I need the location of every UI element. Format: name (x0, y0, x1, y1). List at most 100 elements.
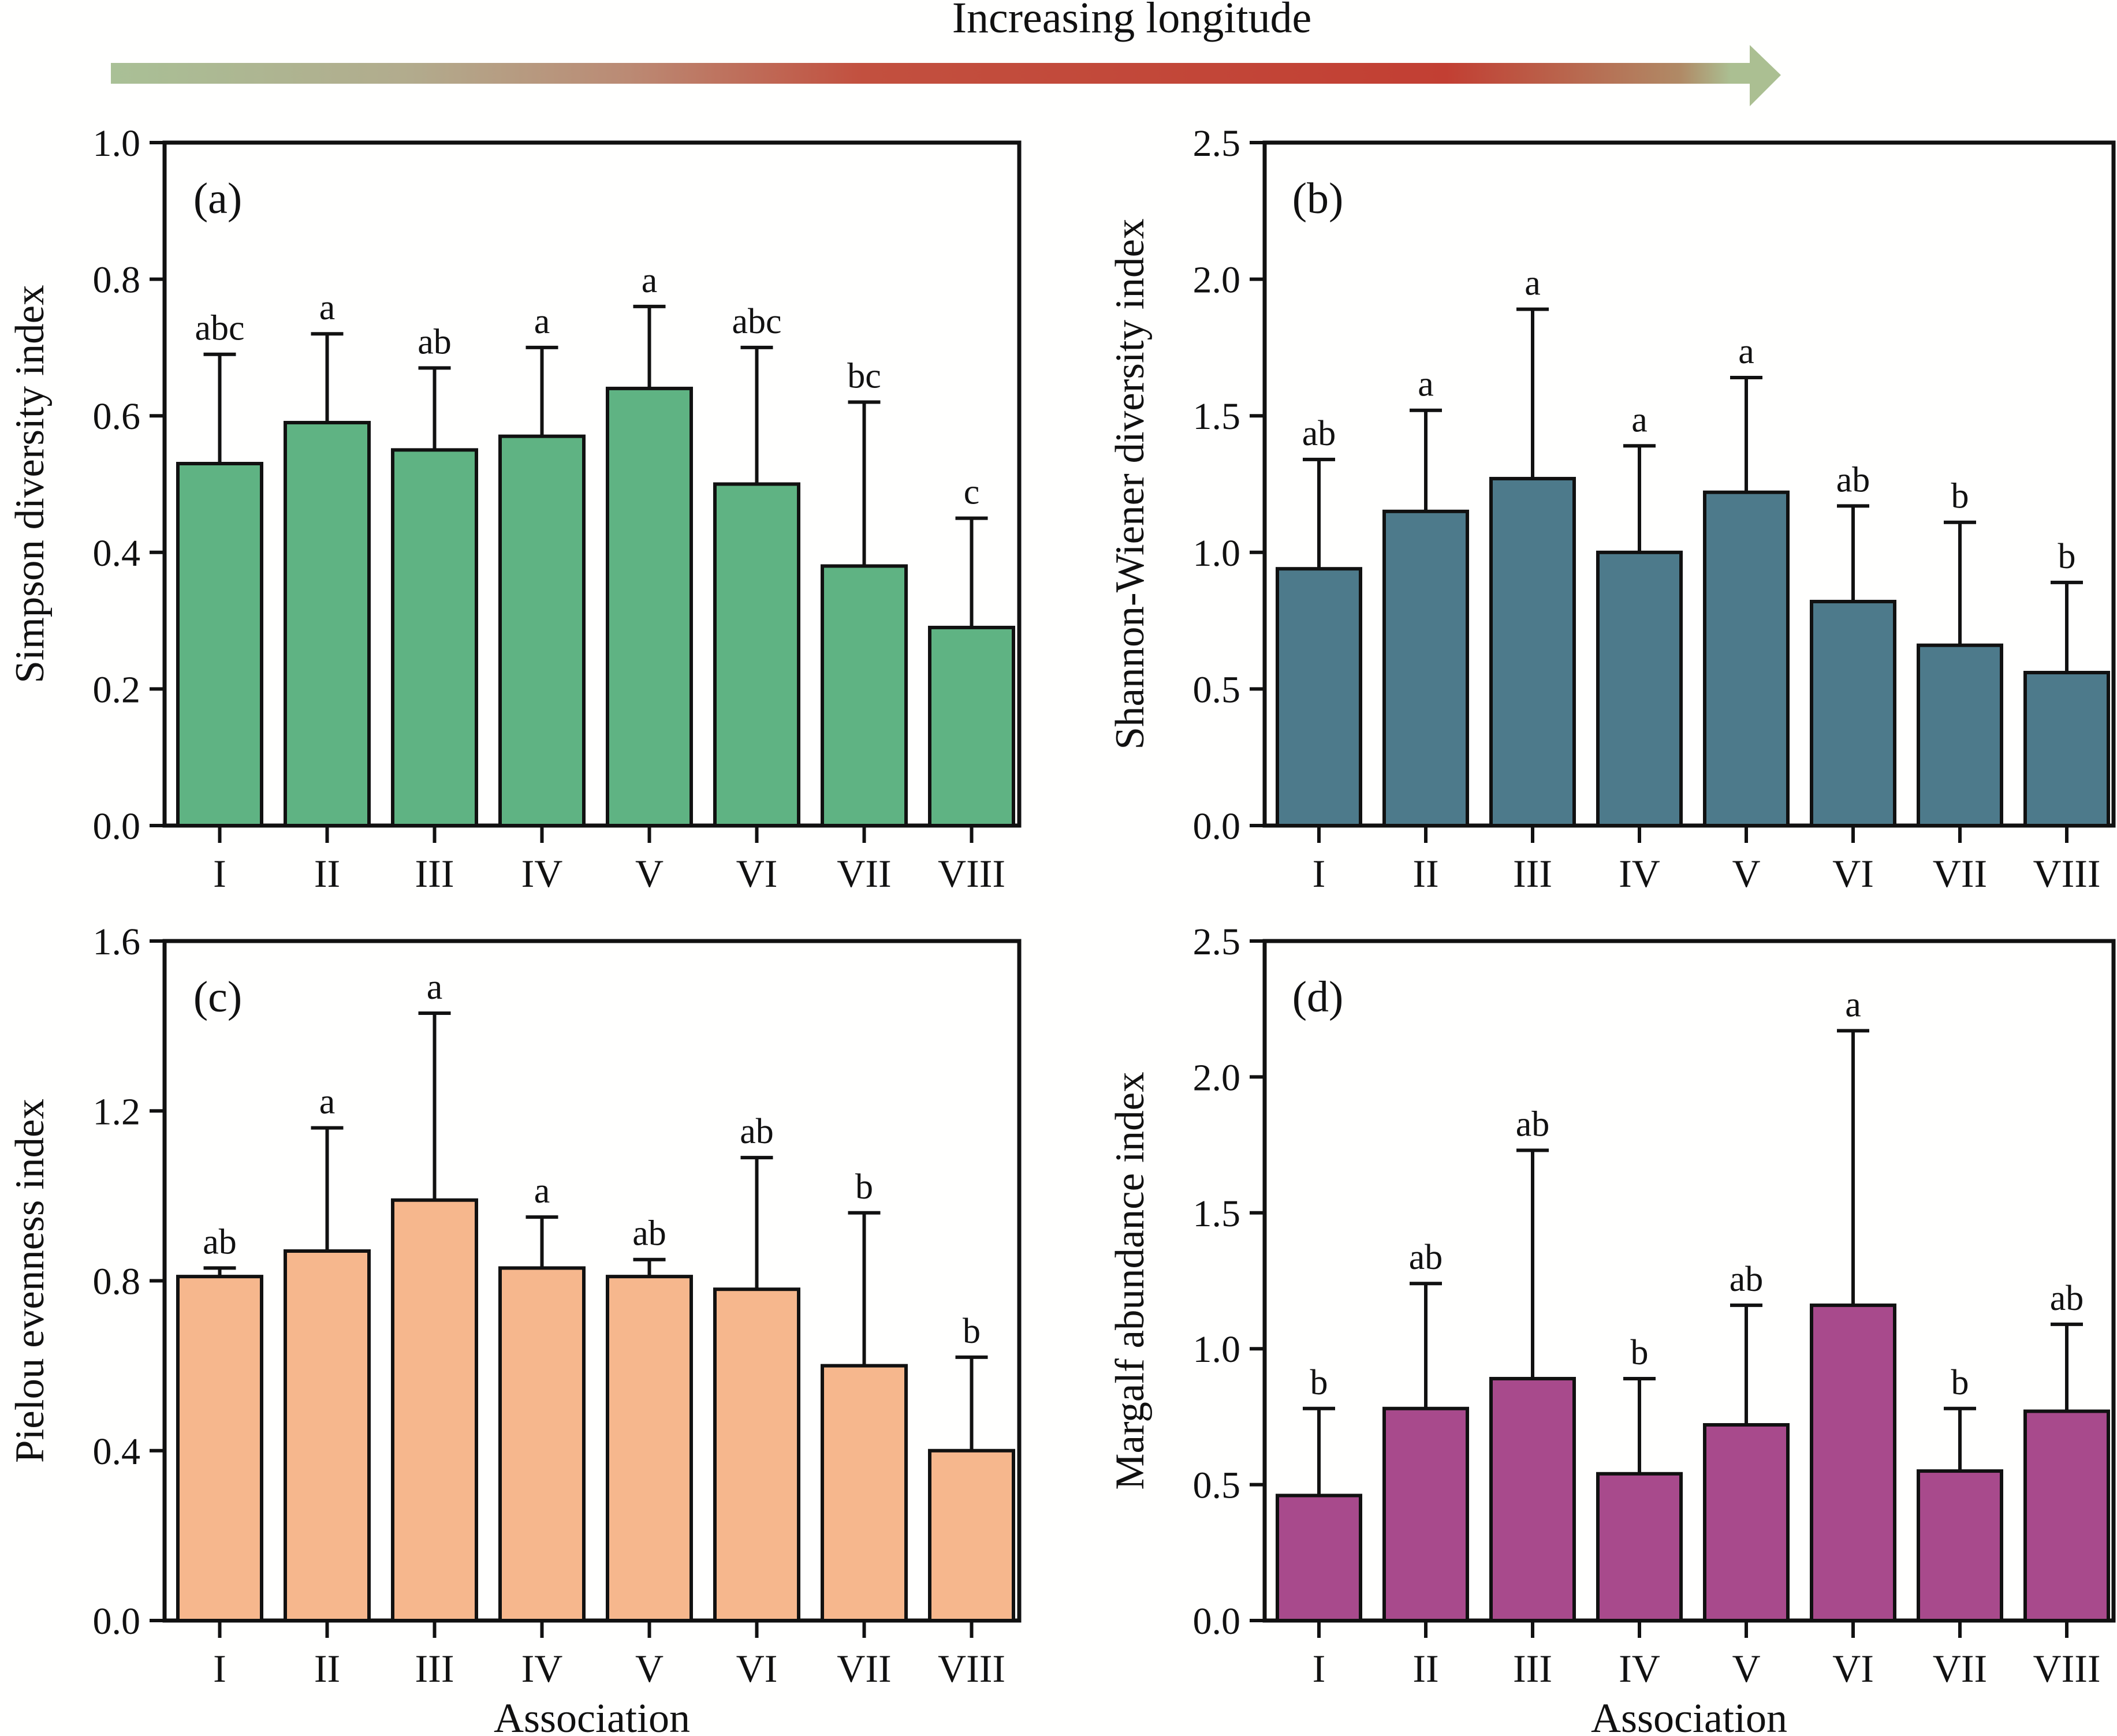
sig-letter-VII: b (1951, 1363, 1969, 1402)
x-tick-label-VI: VI (1832, 852, 1874, 895)
panel-label-d: (d) (1292, 973, 1344, 1021)
bar-I (1276, 1494, 1362, 1622)
x-tick-label-IV: IV (1619, 852, 1660, 895)
y-tick-label: 1.0 (93, 122, 141, 165)
x-tick-label-III: III (415, 852, 454, 895)
panel-c: 0.0 0.4 0.8 1.2 1.6 Iab II a III a IV a Vab VI ab VII b V… (8, 921, 1022, 1736)
bar-VIII (928, 1448, 1015, 1622)
x-axis-title-d: Association (1591, 1695, 1787, 1736)
bar-V (606, 386, 693, 827)
sig-letter-III: ab (1516, 1105, 1550, 1144)
panel-b: 0.0 0.5 1.0 1.5 2.0 2.5 Iab II a III a IV a Va VI ab VII… (1108, 122, 2116, 895)
x-tick-label-VIII: VIII (938, 852, 1005, 895)
sig-letter-VIII: b (963, 1312, 981, 1351)
y-tick-label: 2.0 (1193, 259, 1241, 301)
sig-letter-IV: a (534, 1171, 550, 1211)
y-tick-label: 0.6 (93, 395, 141, 438)
y-tick-label: 0.8 (93, 1261, 141, 1303)
bar-IV (498, 1266, 586, 1622)
sig-letter-II: a (1418, 365, 1434, 404)
sig-letter-I: ab (203, 1222, 237, 1261)
x-tick-label-I: I (1313, 1647, 1326, 1690)
bar-II (284, 421, 371, 827)
bar-I (1276, 567, 1362, 828)
bar-VI (1810, 1303, 1896, 1623)
sig-letter-III: ab (418, 322, 452, 361)
bar-II (1382, 1406, 1469, 1622)
x-tick-label-V: V (635, 852, 664, 895)
y-axis-title-d: Margalf abundance index (1108, 1072, 1153, 1489)
bar-VII (821, 564, 908, 828)
sig-letter-VI: a (1845, 985, 1861, 1024)
x-tick-label-VIII: VIII (2033, 852, 2100, 895)
y-tick-label: 1.5 (1193, 1193, 1241, 1235)
y-axis-title-c: Pielou evenness index (8, 1099, 53, 1463)
y-tick-label: 0.0 (1193, 805, 1241, 848)
sig-letter-IV: a (534, 302, 550, 341)
x-tick-label-V: V (1732, 1647, 1760, 1690)
y-tick-label: 0.0 (1193, 1600, 1241, 1642)
x-tick-label-VII: VII (1933, 1647, 1987, 1690)
x-tick-label-V: V (1732, 852, 1760, 895)
bar-IV (1596, 1472, 1683, 1623)
sig-letter-I: abc (195, 309, 244, 348)
y-tick-label: 0.4 (93, 532, 141, 574)
y-tick-label: 0.8 (93, 259, 141, 301)
y-tick-label: 0.5 (1193, 1465, 1241, 1507)
y-tick-label: 2.0 (1193, 1056, 1241, 1099)
y-tick-label: 1.0 (1193, 1328, 1241, 1371)
sig-letter-V: a (1738, 332, 1754, 371)
sig-letter-VII: bc (847, 357, 881, 396)
x-tick-label-V: V (635, 1647, 664, 1690)
bar-III (391, 448, 478, 827)
x-tick-label-VIII: VIII (2033, 1647, 2100, 1690)
plot-frame (162, 140, 1022, 828)
y-tick-label: 0.0 (93, 1600, 141, 1642)
plot-frame (1262, 939, 2116, 1623)
panel-d: 0.0 0.5 1.0 1.5 2.0 2.5 Ib II ab III ab IV b Vab VI a VI… (1108, 921, 2116, 1736)
sig-letter-VIII: b (2058, 537, 2076, 576)
x-tick-label-III: III (415, 1647, 454, 1690)
panel-label-b: (b) (1292, 174, 1344, 223)
x-tick-label-II: II (314, 852, 340, 895)
x-tick-label-II: II (314, 1647, 340, 1690)
y-tick-label: 1.6 (93, 921, 141, 963)
y-tick-label: 1.5 (1193, 395, 1241, 438)
y-axis-title-a: Simpson diversity index (8, 285, 53, 683)
increasing-longitude-arrow (111, 45, 1781, 106)
sig-letter-V: ab (1730, 1260, 1764, 1299)
bar-VI (713, 482, 800, 827)
bar-VII (821, 1364, 908, 1622)
y-axis-title-b: Shannon-Wiener diversity index (1108, 219, 1153, 750)
x-tick-label-IV: IV (521, 852, 563, 895)
bar-VIII (2023, 671, 2110, 828)
bar-III (1489, 477, 1576, 827)
y-tick-label: 0.5 (1193, 669, 1241, 711)
sig-letter-VI: ab (1836, 460, 1870, 499)
sig-letter-IV: b (1631, 1333, 1649, 1372)
bar-VIII (2023, 1409, 2110, 1622)
sig-letter-VII: b (855, 1167, 873, 1207)
sig-letter-VI: abc (732, 302, 781, 341)
y-tick-label: 0.2 (93, 669, 141, 711)
bar-II (1382, 509, 1469, 827)
arrow-shape (111, 45, 1781, 106)
bar-V (1703, 1423, 1790, 1622)
y-tick-label: 0.0 (93, 805, 141, 848)
x-tick-label-VII: VII (1933, 852, 1987, 895)
panel-label-a: (a) (193, 174, 242, 223)
bar-I (176, 1275, 263, 1623)
sig-letter-I: ab (1302, 414, 1336, 453)
x-tick-label-VI: VI (736, 1647, 778, 1690)
x-tick-label-I: I (1313, 852, 1326, 895)
x-tick-label-VIII: VIII (938, 1647, 1005, 1690)
bar-VIII (928, 625, 1015, 828)
plot-frame (1262, 140, 2116, 828)
bar-IV (1596, 550, 1683, 827)
sig-letter-II: ab (1409, 1238, 1443, 1277)
x-axis-title-c: Association (494, 1695, 690, 1736)
sig-letter-II: a (319, 1082, 336, 1122)
